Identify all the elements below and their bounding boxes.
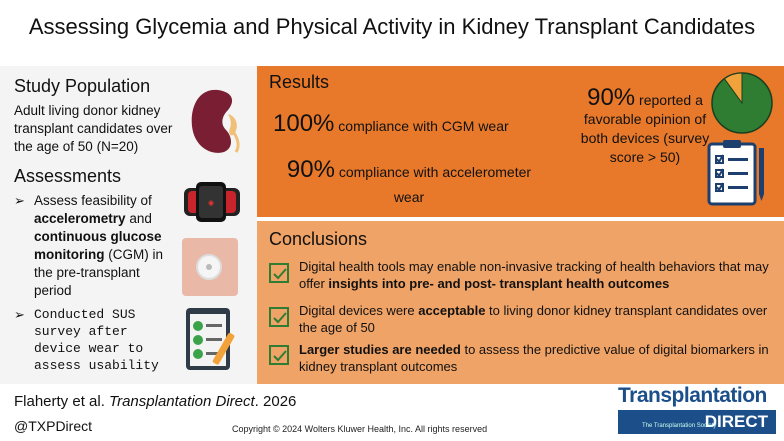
- accelerometer-text: compliance with accelerometer wear: [334, 164, 532, 205]
- conclusions-panel: Conclusions Digital health tools may ena…: [257, 221, 784, 384]
- smartwatch-icon: ◉: [184, 182, 240, 222]
- conclusion-1-bold: insights into pre- and post- transplant …: [328, 276, 670, 291]
- results-panel: Results 100% compliance with CGM wear 90…: [257, 66, 784, 217]
- survey-text: reported a favorable opinion of both dev…: [580, 92, 710, 165]
- citation: Flaherty et al. Transplantation Direct. …: [14, 393, 296, 410]
- population-heading: Study Population: [14, 76, 151, 96]
- logo-direct-text: DIRECT: [704, 412, 768, 431]
- cgm-text: compliance with CGM wear: [334, 118, 509, 134]
- item1-bold-1: accelerometry: [34, 211, 126, 226]
- pie-chart-icon: [711, 72, 773, 134]
- checklist-clipboard-icon: [186, 308, 235, 370]
- twitter-handle[interactable]: @TXPDirect: [14, 418, 92, 434]
- item1-bold-2: continuous glucose monitoring: [34, 229, 162, 262]
- assessment-item-2: ➢ Conducted SUS survey after device wear…: [14, 306, 174, 374]
- survey-percent: 90%: [587, 84, 636, 111]
- pie-slice-other: [723, 72, 743, 105]
- cgm-result: 100% compliance with CGM wear: [273, 110, 509, 138]
- checkbox-icon: [269, 263, 289, 283]
- item1-text-1: Assess feasibility of: [34, 193, 152, 208]
- cgm-sensor-icon: [182, 238, 238, 296]
- conclusion-2-bold: acceptable: [418, 303, 486, 318]
- citation-year: . 2026: [254, 393, 297, 410]
- assessments-heading: Assessments: [14, 166, 122, 186]
- item1-text-3: (CGM) in the pre-transplant period: [34, 247, 163, 298]
- accelerometer-result: 90% compliance with accelerometer wear: [271, 158, 547, 210]
- survey-result: 90% reported a favorable opinion of both…: [569, 86, 721, 167]
- bullet-arrow-icon: ➢: [14, 307, 25, 322]
- survey-clipboard-icon: [707, 140, 764, 206]
- logo-society-text: The Transplantation Society: [642, 423, 717, 429]
- page-title: Assessing Glycemia and Physical Activity…: [28, 14, 756, 39]
- conclusion-3: Larger studies are needed to assess the …: [299, 341, 775, 375]
- conclusion-1: Digital health tools may enable non-inva…: [299, 258, 775, 292]
- kidney-icon: [191, 89, 240, 153]
- cgm-percent: 100%: [273, 110, 335, 137]
- checkbox-icon: [269, 307, 289, 327]
- citation-authors: Flaherty et al.: [14, 393, 110, 410]
- conclusion-2-text-2: to living donor kidney transplant candid…: [299, 303, 768, 335]
- results-heading: Results: [269, 72, 330, 92]
- population-text: Adult living donor kidney transplant can…: [14, 103, 173, 154]
- accelerometer-percent: 90%: [286, 156, 335, 183]
- journal-logo-bottom: DIRECT The Transplantation Society: [618, 410, 776, 434]
- journal-logo-top: Transplantation: [618, 384, 767, 407]
- svg-text:◉: ◉: [208, 200, 214, 207]
- citation-journal: Transplantation Direct: [109, 393, 255, 410]
- left-panel: Study Population Adult living donor kidn…: [0, 66, 257, 384]
- bullet-arrow-icon: ➢: [14, 193, 25, 208]
- conclusion-3-bold: Larger studies are needed: [299, 342, 461, 357]
- conclusions-heading: Conclusions: [269, 229, 368, 249]
- conclusion-2: Digital devices were acceptable to livin…: [299, 302, 775, 336]
- conclusion-2-text-1: Digital devices were: [299, 303, 419, 318]
- item2-text: Conducted SUS survey after device wear t…: [34, 307, 159, 373]
- conclusion-1-text: Digital health tools may enable non-inva…: [299, 259, 769, 291]
- assessment-item-1: ➢ Assess feasibility of accelerometry an…: [14, 192, 174, 300]
- item1-text-2: and: [125, 211, 152, 226]
- conclusion-3-text: to assess the predictive value of digita…: [299, 342, 769, 374]
- checkbox-icon: [269, 345, 289, 365]
- copyright: Copyright © 2024 Wolters Kluwer Health, …: [232, 424, 488, 434]
